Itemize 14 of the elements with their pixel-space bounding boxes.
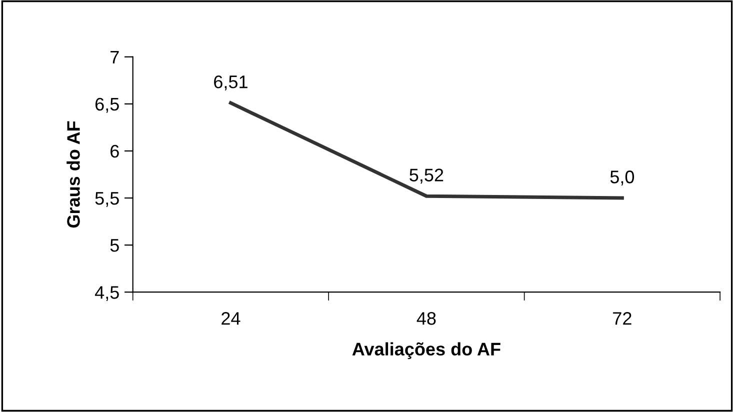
y-tick-label: 5,5 (95, 192, 119, 207)
data-label: 6,51 (214, 76, 248, 90)
y-tick-label: 4,5 (94, 286, 119, 301)
y-tick-label: 5 (110, 239, 119, 252)
x-tick-label: 24 (222, 312, 240, 325)
y-tick-label: 6,5 (95, 98, 119, 113)
y-tick-label: 7 (110, 50, 119, 64)
x-axis-title: Avaliações do AF (352, 342, 500, 360)
data-label: 5,52 (410, 168, 444, 184)
x-tick-label: 48 (416, 312, 436, 325)
x-tick-label: 72 (613, 312, 632, 325)
y-axis-title: Graus do AF (66, 121, 80, 228)
y-tick-label: 6 (110, 144, 119, 158)
annotation: 5,0 (610, 170, 634, 186)
